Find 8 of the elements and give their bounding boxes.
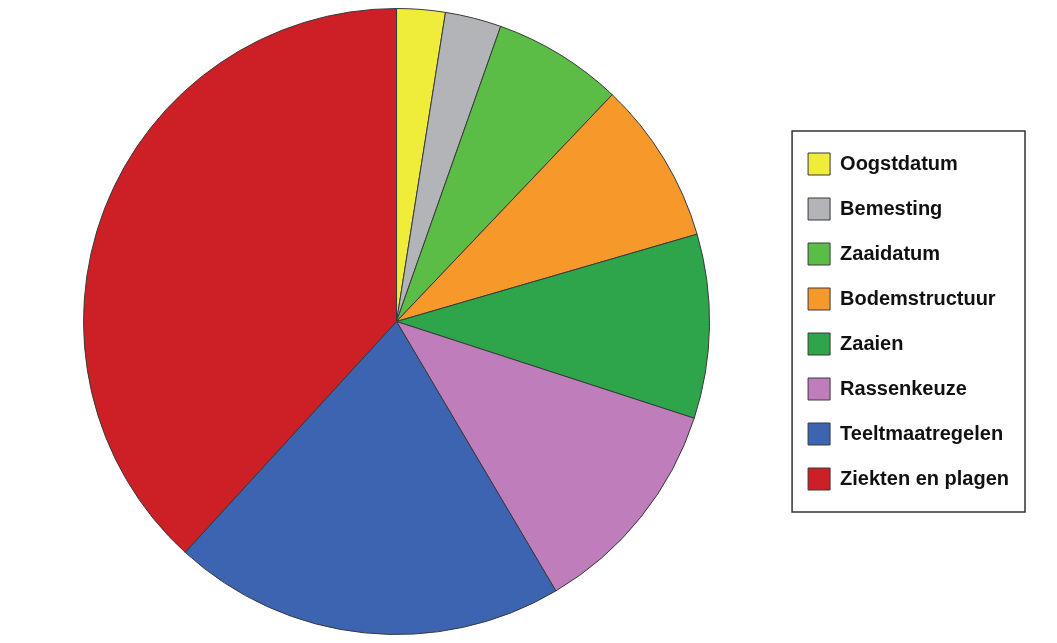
- legend-label: Bodemstructuur: [840, 286, 996, 309]
- legend-label: Oogstdatum: [840, 151, 958, 174]
- legend-label: Rassenkeuze: [840, 376, 967, 399]
- legend-label: Zaaien: [840, 331, 904, 354]
- legend-label: Ziekten en plagen: [840, 466, 1010, 489]
- legend-label: Bemesting: [840, 196, 943, 219]
- legend-label: Zaaidatum: [840, 241, 941, 264]
- legend-label: Teeltmaatregelen: [840, 421, 1004, 444]
